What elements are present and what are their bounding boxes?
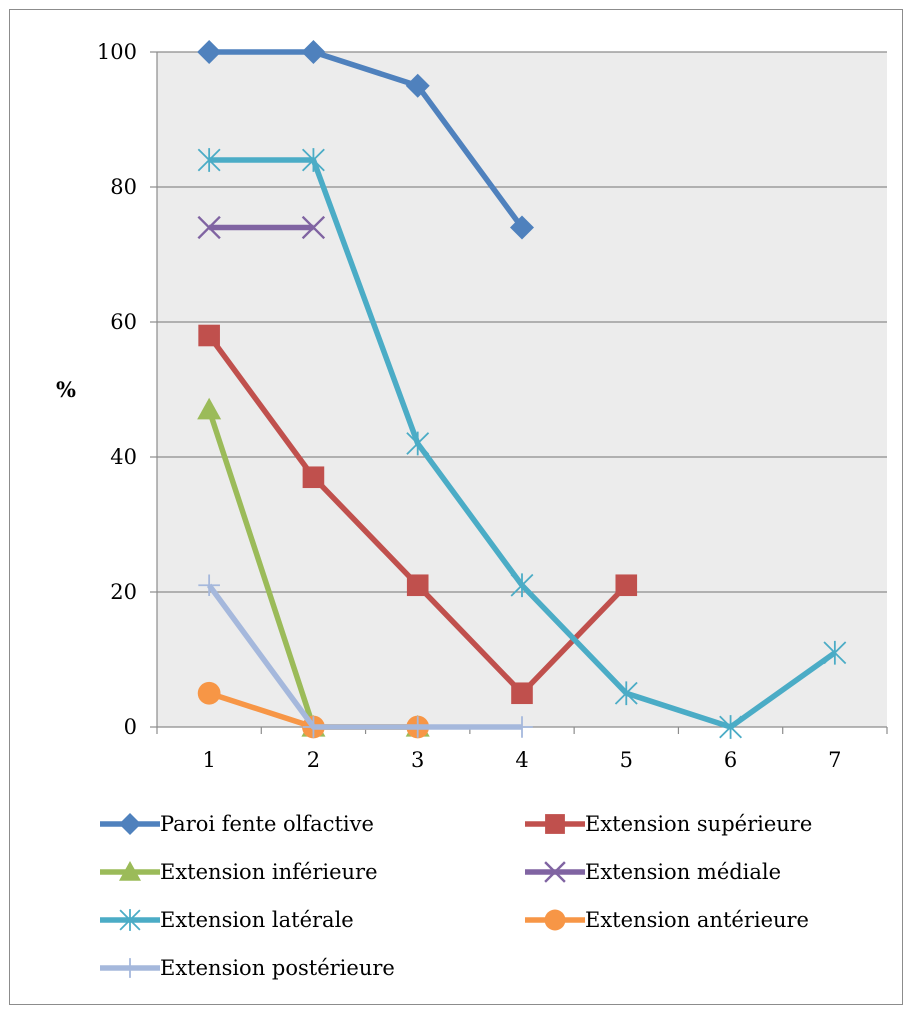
legend-label: Extension latérale [160, 908, 354, 932]
x-tick-label: 2 [307, 748, 320, 772]
data-point [406, 716, 429, 738]
series-1 [197, 40, 534, 240]
legend: Paroi fente olfactive Extension supérieur… [100, 812, 812, 980]
data-point [544, 909, 566, 931]
data-point [406, 431, 430, 456]
legend-item: Extension antérieure [525, 908, 809, 932]
data-point [405, 73, 430, 98]
data-point [197, 397, 222, 420]
data-point [511, 716, 533, 738]
x-tick-label: 1 [202, 748, 215, 772]
data-point [120, 958, 140, 978]
data-point [510, 215, 534, 240]
series-4 [197, 215, 326, 240]
data-point [406, 574, 429, 597]
data-point [197, 148, 221, 172]
data-point [510, 573, 534, 598]
y-tick-label: 0 [124, 715, 137, 739]
legend-item: Extension inférieure [100, 860, 378, 884]
data-point [197, 40, 222, 64]
x-tick-label: 6 [724, 748, 737, 772]
x-tick-label: 5 [620, 748, 633, 772]
data-point [302, 466, 325, 489]
series-line [206, 583, 522, 730]
y-tick-label: 40 [110, 445, 137, 469]
y-tick-labels: 0 20 40 60 80 100 [97, 40, 137, 739]
legend-item: Extension supérieure [525, 812, 812, 836]
legend-label: Extension supérieure [585, 812, 812, 836]
series-7 [198, 574, 533, 738]
data-point [301, 148, 325, 172]
data-point [301, 215, 326, 240]
series-group [197, 40, 847, 739]
legend-item: Extension latérale [100, 908, 354, 932]
legend-label: Paroi fente olfactive [160, 812, 374, 836]
data-point [545, 814, 565, 834]
data-point [198, 324, 220, 347]
data-point [511, 682, 533, 705]
y-tick-label: 100 [97, 40, 137, 64]
plot-area [157, 52, 887, 727]
x-tick-label: 4 [515, 748, 528, 772]
x-tick-labels: 1 2 3 4 5 6 7 [202, 748, 841, 772]
data-point [615, 574, 638, 597]
data-point [197, 215, 221, 240]
data-point [119, 813, 141, 835]
data-point [823, 640, 847, 665]
data-point [198, 574, 220, 597]
data-point [197, 681, 221, 705]
legend-label: Extension inférieure [160, 860, 378, 884]
data-point [614, 681, 638, 706]
data-point [302, 716, 325, 738]
series-5 [197, 148, 847, 739]
x-tick-label: 3 [411, 748, 424, 772]
data-point [119, 861, 141, 881]
data-point [119, 909, 141, 931]
y-tick-label: 80 [110, 175, 137, 199]
data-point [301, 40, 326, 64]
legend-label: Extension postérieure [160, 956, 395, 980]
data-point [544, 861, 566, 883]
y-tick-label: 20 [110, 580, 137, 604]
legend-label: Extension médiale [585, 860, 781, 884]
x-tick-label: 7 [828, 748, 841, 772]
legend-item: Extension postérieure [100, 956, 395, 980]
legend-item: Extension médiale [525, 860, 781, 884]
series-line [209, 49, 525, 230]
data-point [719, 715, 743, 739]
series-2 [198, 324, 638, 705]
y-tick-label: 60 [110, 310, 137, 334]
y-axis-label: % [56, 377, 76, 402]
legend-label: Extension antérieure [585, 908, 809, 932]
legend-item: Paroi fente olfactive [100, 812, 374, 836]
